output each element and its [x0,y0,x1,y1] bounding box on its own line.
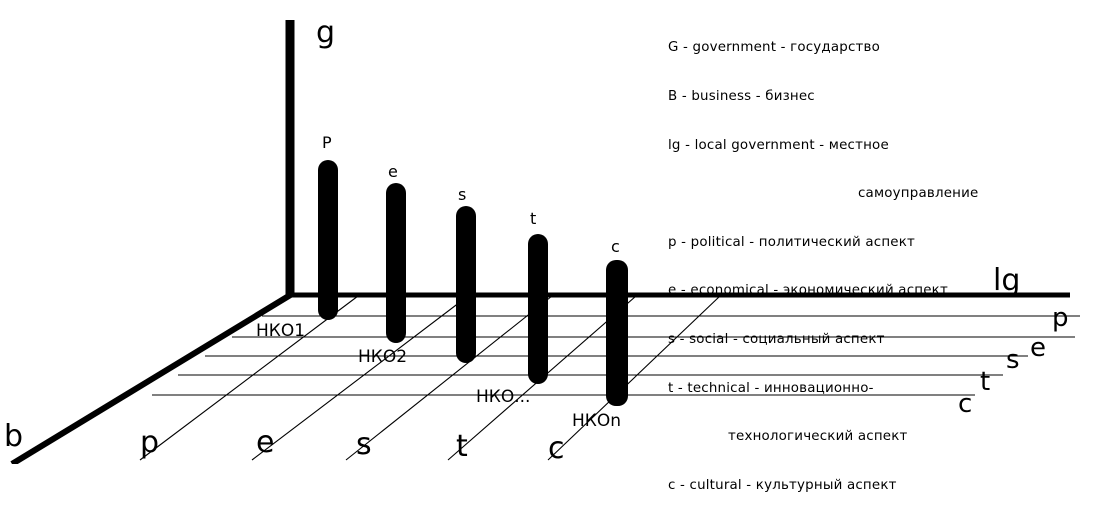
legend-item-technical: t - technical - инновационно- [668,380,874,396]
legend-item-local-government: lg - local government - местное [668,137,889,153]
bottom-label-p: p [140,425,159,460]
g-axis-label: g [316,15,335,50]
org-label-3: НКО... [476,387,530,407]
legend-item-political: p - political - политический аспект [668,234,916,250]
legend-item-business: B - business - бизнес [668,89,815,105]
bar-top-label-p: P [322,133,332,152]
legend: G - government - государство B - busines… [668,8,1088,510]
org-label-n: НКОn [572,411,621,431]
bar-top-label-t: t [530,209,536,228]
grid-col-s [345,295,553,461]
grid-col-p [139,295,359,461]
bar-s [456,206,476,363]
right-label-c: c [958,389,972,419]
bar-top-label-e: e [388,162,398,181]
legend-item-social: s - social - социальный аспект [668,332,885,348]
right-label-t: t [980,367,990,397]
bottom-label-t: t [456,429,468,464]
legend-item-technical-cont: технологический аспект [728,429,908,445]
bar-top-label-s: s [458,185,466,204]
bar-p [318,160,338,320]
bottom-label-c: c [548,431,565,464]
grid-columns [139,295,721,461]
grid-col-c [547,295,721,461]
org-label-2: НКО2 [358,347,407,367]
right-label-p: p [1052,303,1069,333]
bar-t [528,234,548,384]
bars [318,160,628,406]
b-axis [10,291,294,464]
bottom-label-s: s [356,427,372,462]
bar-top-label-c: c [611,237,620,256]
legend-item-local-government-cont: самоуправление [858,186,979,202]
three-axis-diagram: g lg b P e s t c НКО1 НКО2 НКО... НКОn p… [4,15,1080,464]
lg-axis-label: lg [993,263,1020,298]
right-label-s: s [1006,345,1020,375]
legend-item-economical: e - economical - экономический аспект [668,283,948,299]
grid-col-e [251,295,469,461]
org-label-1: НКО1 [256,321,305,341]
bottom-label-e: e [256,425,274,460]
legend-item-government: G - government - государство [668,40,881,56]
bar-e [386,183,406,343]
b-axis-label: b [4,419,23,454]
legend-item-cultural: c - cultural - культурный аспект [668,477,897,493]
right-label-e: e [1030,333,1046,363]
bar-c [606,260,628,406]
